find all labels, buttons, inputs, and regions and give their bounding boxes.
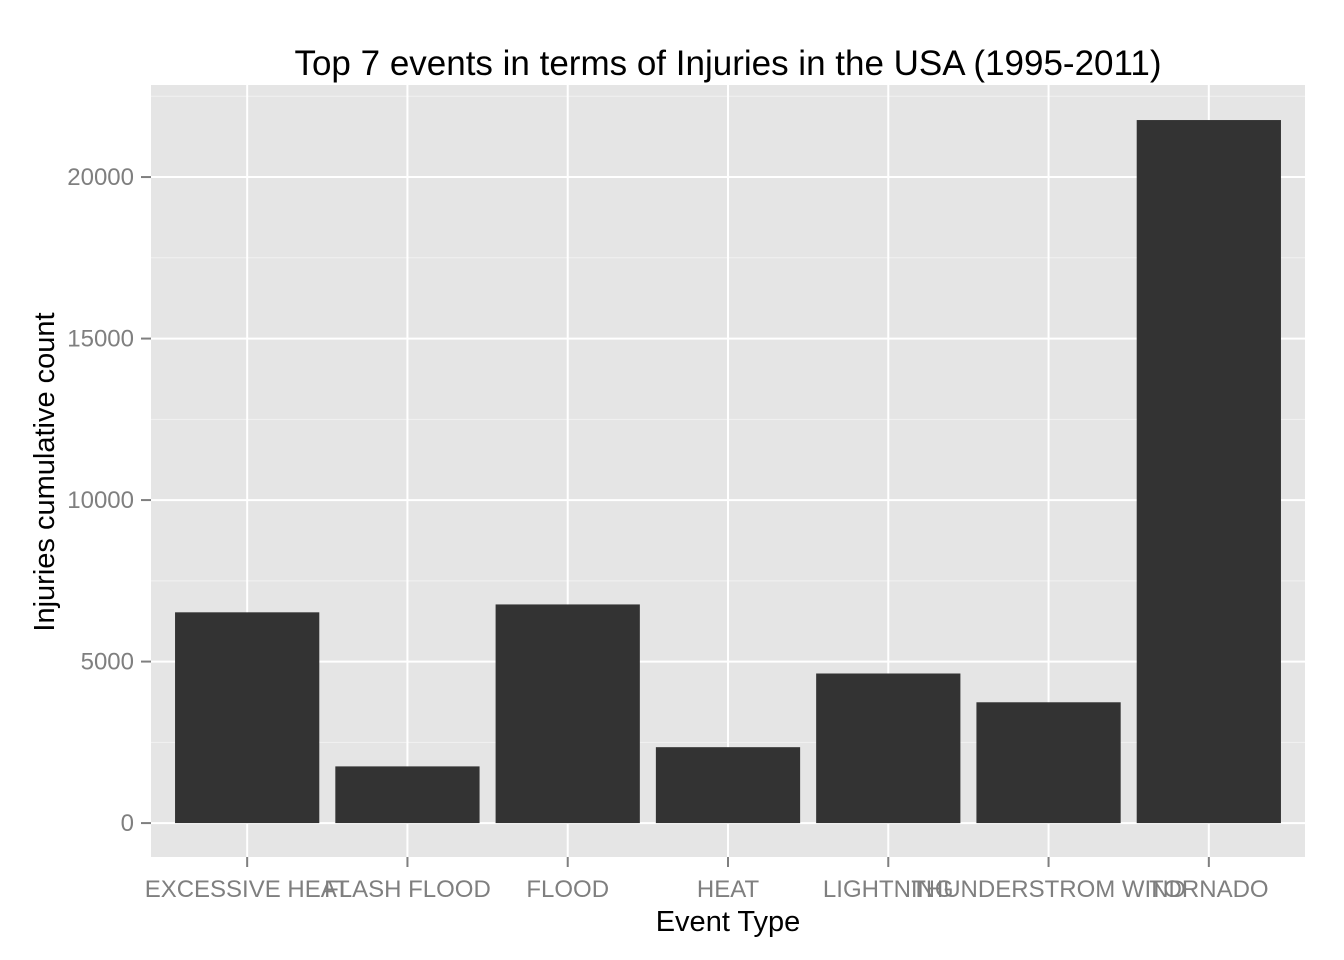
y-tick-label: 15000 <box>67 326 134 353</box>
bar-flood <box>495 604 640 824</box>
x-tick-label: HEAT <box>697 876 760 903</box>
x-tick-label: TORNADO <box>1149 876 1269 903</box>
x-tick-label: LIGHTNING <box>823 876 954 903</box>
x-tick-label: EXCESSIVE HEAT <box>145 876 350 903</box>
x-tick-label: FLASH FLOOD <box>324 876 491 903</box>
y-axis-title: Injuries cumulative count <box>29 312 61 631</box>
y-tick-label: 10000 <box>67 487 134 514</box>
x-tick-label: FLOOD <box>526 876 609 903</box>
x-axis-title: Event Type <box>656 906 801 938</box>
bars <box>175 120 1281 824</box>
chart-title: Top 7 events in terms of Injuries in the… <box>294 44 1161 83</box>
bar-heat <box>655 747 801 824</box>
y-tick-label: 0 <box>121 810 134 837</box>
bar-excessive-heat <box>175 612 320 824</box>
bar-thunderstrom-wind <box>976 702 1121 824</box>
bar-tornado <box>1136 120 1281 824</box>
y-axis: 0 5000 10000 15000 20000 <box>67 164 151 837</box>
x-tick-label: THUNDERSTROM WIND <box>911 876 1186 903</box>
bar-lightning <box>816 673 961 824</box>
bar-flash-flood <box>335 766 480 824</box>
y-tick-label: 5000 <box>81 649 134 676</box>
y-tick-label: 20000 <box>67 164 134 191</box>
